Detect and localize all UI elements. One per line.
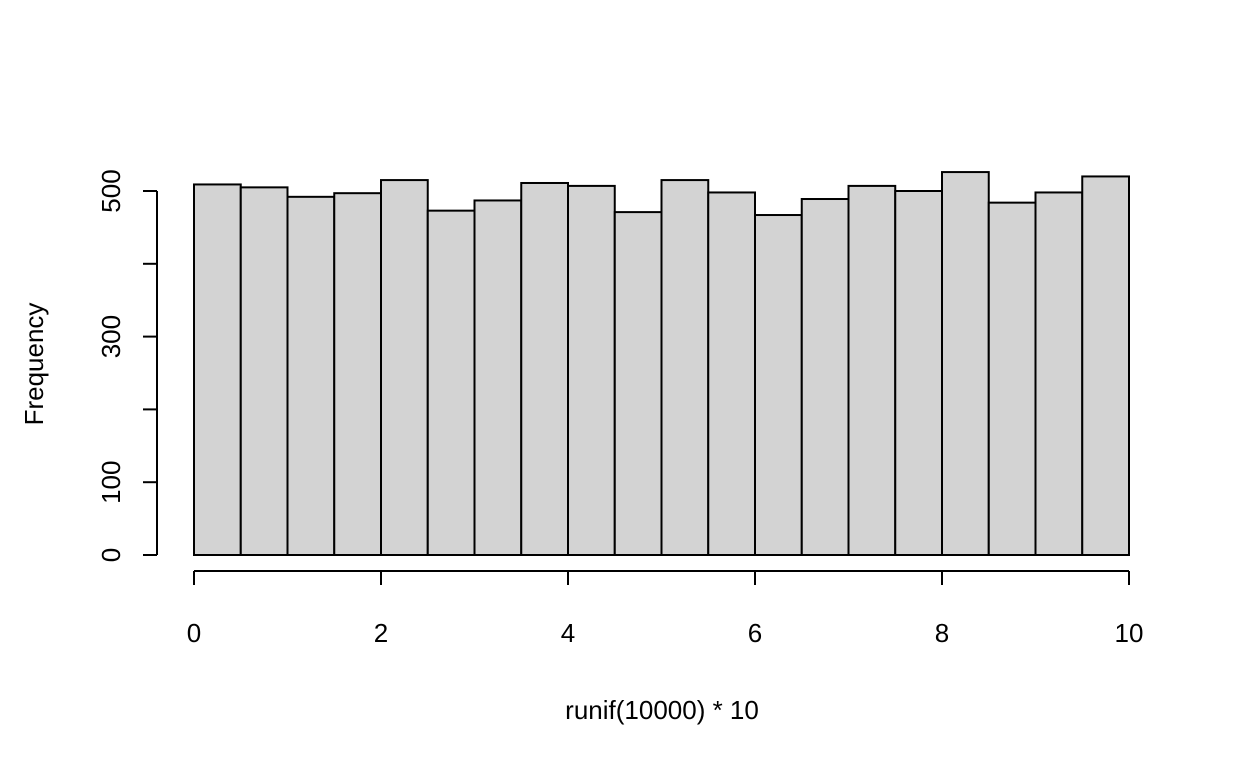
histogram-bar bbox=[380, 179, 429, 557]
histogram-bar bbox=[286, 195, 336, 556]
y-tick-label: 500 bbox=[96, 169, 126, 212]
histogram-bar bbox=[941, 171, 990, 557]
histogram-bar bbox=[894, 190, 943, 556]
histogram-bar bbox=[754, 214, 803, 557]
y-axis-title: Frequency bbox=[19, 303, 49, 426]
histogram-bar bbox=[193, 183, 242, 556]
histogram-bar bbox=[473, 199, 523, 557]
x-tick-label: 10 bbox=[1115, 618, 1144, 648]
y-tick-label: 300 bbox=[96, 315, 126, 358]
x-tick-label: 6 bbox=[748, 618, 762, 648]
histogram-bar bbox=[1034, 191, 1084, 556]
histogram-bar bbox=[613, 211, 663, 556]
histogram-bar bbox=[800, 198, 850, 556]
histogram-bar bbox=[847, 184, 897, 557]
x-tick-label: 0 bbox=[187, 618, 201, 648]
x-tick-label: 2 bbox=[374, 618, 388, 648]
x-axis-title: runif(10000) * 10 bbox=[565, 695, 759, 725]
histogram-bar bbox=[333, 192, 382, 557]
y-tick-label: 0 bbox=[96, 548, 126, 562]
histogram-bar bbox=[567, 184, 616, 557]
histogram-bar bbox=[660, 179, 710, 557]
x-ticks-group: 0 2 4 6 8 10 bbox=[187, 571, 1144, 648]
x-tick-label: 8 bbox=[935, 618, 949, 648]
histogram-bar bbox=[987, 201, 1037, 556]
histogram-bar bbox=[707, 191, 756, 556]
y-tick-label: 100 bbox=[96, 461, 126, 504]
y-ticks-group: 0 100 300 500 bbox=[96, 169, 157, 562]
histogram-bar bbox=[239, 186, 289, 557]
bars-group bbox=[193, 171, 1130, 557]
x-tick-label: 4 bbox=[561, 618, 575, 648]
histogram-bar bbox=[426, 209, 476, 556]
histogram-bar bbox=[520, 181, 569, 556]
histogram-bar bbox=[1081, 175, 1130, 556]
